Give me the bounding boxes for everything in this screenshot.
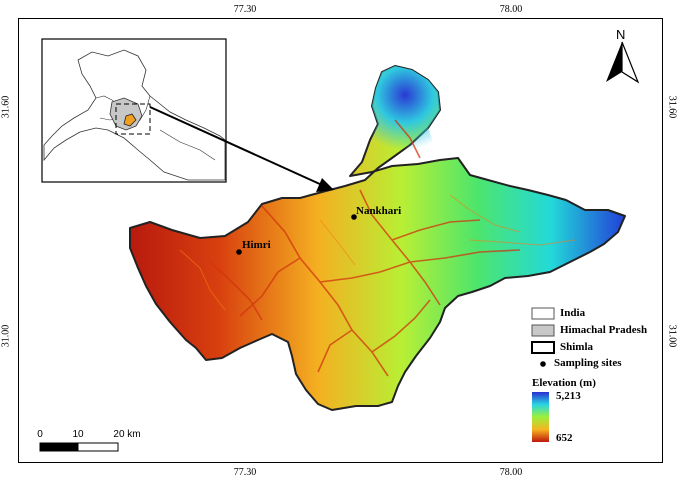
scale-bar [39, 442, 119, 452]
inset-highlight-box [115, 103, 151, 135]
scale-label-0: 0 [37, 429, 43, 440]
legend-elevation-title: Elevation (m) [532, 377, 596, 389]
shimla-district [129, 65, 626, 411]
inset-map [41, 38, 227, 183]
tick-top-78-00: 78.00 [499, 4, 523, 15]
legend-india-label: India [560, 307, 586, 319]
legend-site-dot [540, 361, 546, 367]
legend-elevation-min: 652 [556, 432, 573, 444]
inset-pointer-arrow [149, 106, 334, 192]
tick-top-77-30: 77.30 [233, 4, 257, 15]
scale-label-10: 10 [72, 429, 84, 440]
site-himri-dot [236, 249, 242, 255]
legend-elevation-ramp [532, 392, 549, 442]
inset-shimla [123, 113, 137, 127]
legend-himachal-swatch [531, 324, 555, 337]
place-label-nankhari: Nankhari [356, 205, 402, 217]
legend-sites-label: Sampling sites [554, 357, 622, 369]
legend-elevation-max: 5,213 [556, 390, 581, 402]
site-nankhari-dot [351, 214, 357, 220]
north-label: N [616, 27, 626, 42]
tick-bottom-77-30: 77.30 [233, 467, 257, 478]
place-label-himri: Himri [242, 239, 271, 251]
legend-shimla-label: Shimla [560, 341, 594, 353]
scale-label-20km: 20 km [113, 429, 141, 440]
north-arrow-icon [606, 41, 640, 84]
tick-bottom-78-00: 78.00 [499, 467, 523, 478]
legend-shimla-swatch [531, 341, 555, 354]
legend-himachal-label: Himachal Pradesh [560, 324, 648, 336]
legend-india-swatch [531, 307, 555, 320]
